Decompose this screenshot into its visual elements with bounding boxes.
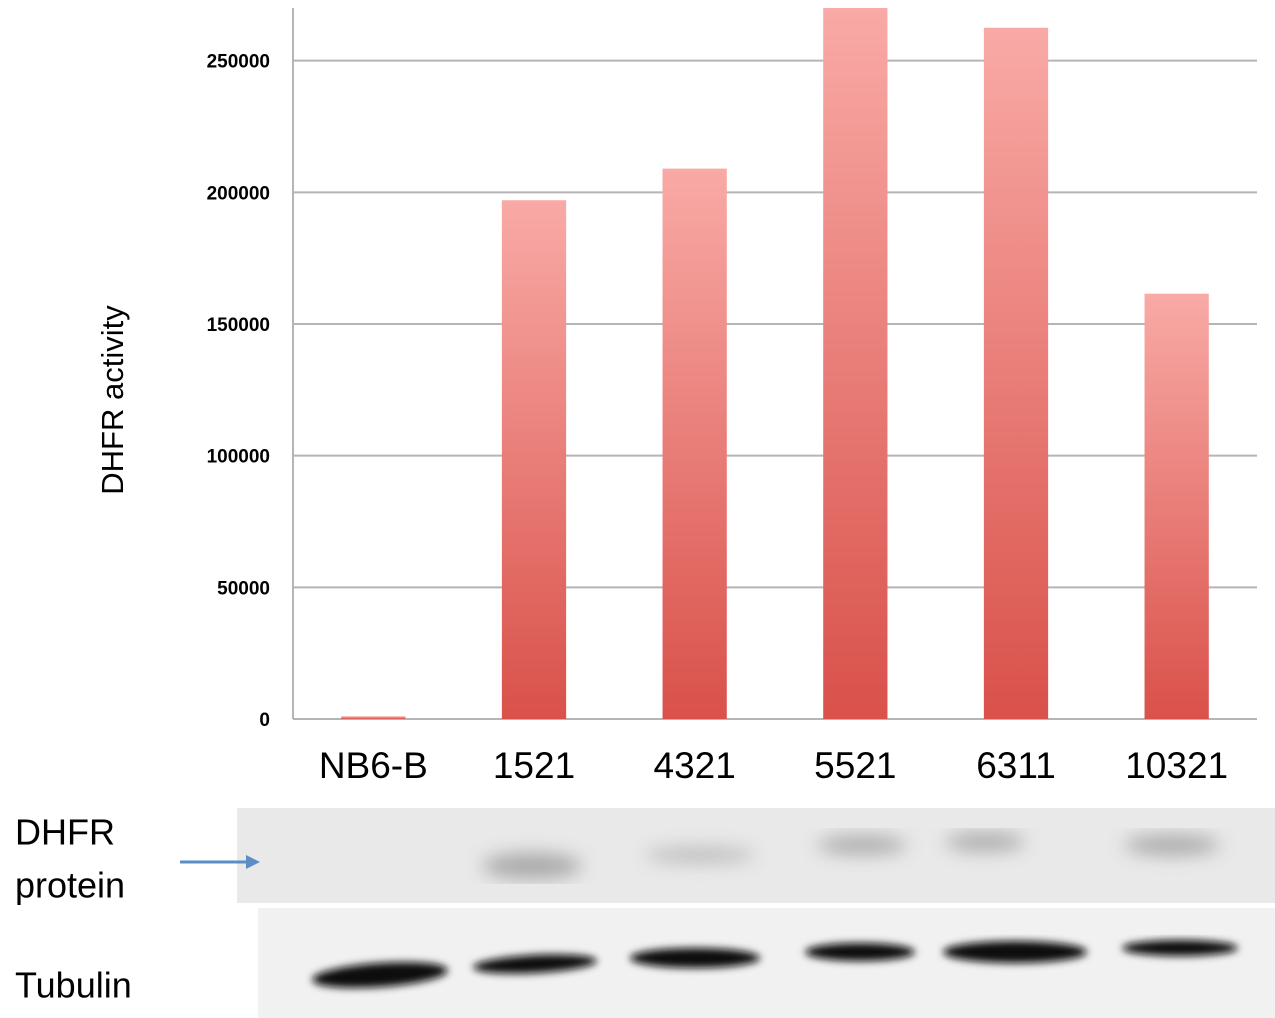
- y-tick-label: 200000: [207, 183, 270, 204]
- bar: [662, 168, 727, 720]
- y-tick-label: 0: [259, 710, 270, 731]
- dhfr-blot: [237, 808, 1275, 903]
- x-tick-label: 10321: [1125, 745, 1228, 786]
- bar: [501, 200, 567, 719]
- blot-label: Tubulin: [15, 965, 132, 1006]
- arrow-head: [246, 855, 260, 869]
- x-tick-label: 6311: [976, 745, 1056, 786]
- bar: [341, 716, 406, 719]
- x-tick-label: NB6-B: [319, 745, 428, 786]
- y-tick-label: 50000: [217, 578, 270, 599]
- blot-label: DHFR: [15, 812, 115, 853]
- y-tick-label: 100000: [207, 447, 270, 468]
- blot-label: protein: [15, 865, 125, 906]
- bar: [823, 8, 888, 719]
- y-tick-label: 250000: [207, 52, 270, 73]
- bar: [983, 27, 1049, 719]
- x-tick-label: 4321: [654, 745, 736, 786]
- bar: [1144, 293, 1209, 719]
- y-axis-label: DHFR activity: [95, 305, 130, 495]
- chart: 0 50000 100000 150000 200000 250000 NB6-B 1521 4…: [207, 8, 1257, 786]
- tubulin-blot: [258, 908, 1275, 1018]
- y-tick-label: 150000: [207, 315, 270, 336]
- x-tick-label: 5521: [814, 745, 896, 786]
- x-tick-label: 1521: [493, 745, 575, 786]
